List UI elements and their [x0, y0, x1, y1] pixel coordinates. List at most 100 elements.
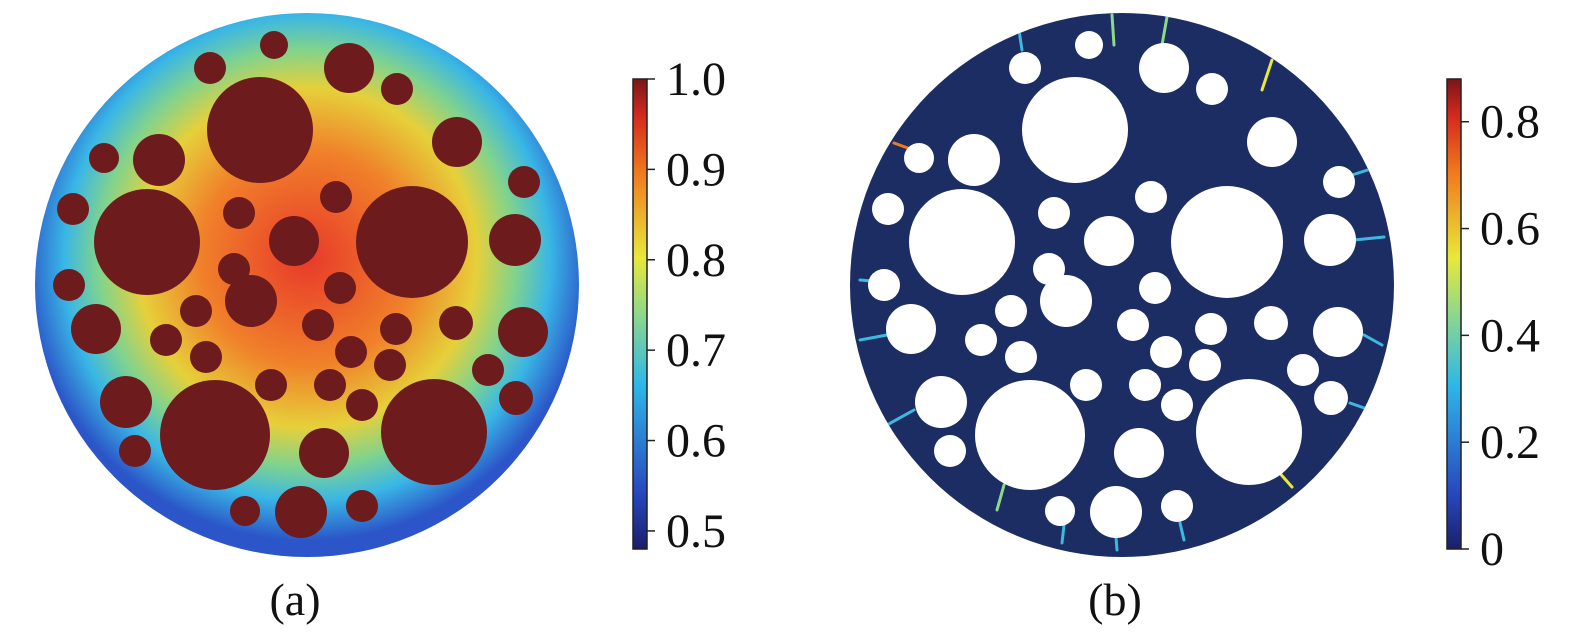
inclusion-b [965, 324, 997, 356]
inclusion-b [868, 269, 900, 301]
crack-line [1110, 13, 1116, 47]
inclusion-a [324, 43, 374, 93]
inclusion-b [1033, 253, 1065, 285]
inclusion-a [119, 435, 151, 467]
inclusion-a [255, 369, 287, 401]
inclusion-a [230, 496, 260, 526]
colorbar-b [1446, 78, 1462, 550]
inclusion-a [71, 304, 121, 354]
inclusion-a [498, 307, 548, 357]
colorbar-tick-label: 0.4 [1480, 309, 1540, 362]
inclusion-a [180, 295, 212, 327]
inclusion-a [374, 349, 406, 381]
inclusion-b [1135, 181, 1167, 213]
crack-line [1352, 235, 1386, 242]
inclusion-a [314, 369, 346, 401]
colorbar-tick-label: 0.8 [1480, 96, 1540, 149]
inclusion-a [53, 269, 85, 301]
inclusion-a [356, 186, 468, 298]
inclusions-a [53, 31, 548, 538]
inclusion-a [194, 52, 226, 84]
inclusion-a [499, 381, 533, 415]
inclusion-b [1195, 313, 1227, 345]
inclusion-a [324, 272, 356, 304]
inclusion-b [1090, 486, 1142, 538]
inclusion-b [1075, 31, 1103, 59]
inclusion-a [489, 214, 541, 266]
inclusion-b [1323, 166, 1355, 198]
inclusion-b [1045, 496, 1075, 526]
colorbar-tick-label: 0.6 [666, 415, 726, 468]
crack-lines-b [858, 13, 1386, 552]
colorbar-ticks-b: 0.8 0.6 0.4 0.2 0 [1461, 96, 1540, 576]
inclusion-b [915, 376, 967, 428]
inclusion-a [225, 275, 277, 327]
inclusion-a [207, 77, 313, 183]
inclusion-b [948, 134, 1000, 186]
inclusion-b [1314, 381, 1348, 415]
inclusion-b [1022, 77, 1128, 183]
inclusion-b [1254, 306, 1288, 340]
panel-a: 1.0 0.9 0.8 0.7 0.6 0.5 (a) [35, 13, 726, 625]
inclusion-a [320, 181, 352, 213]
inclusion-a [260, 31, 288, 59]
inclusion-b [1304, 214, 1356, 266]
inclusion-b [934, 435, 966, 467]
inclusion-b [1196, 73, 1228, 105]
inclusion-a [346, 389, 378, 421]
inclusion-b [904, 143, 934, 173]
inclusion-a [89, 143, 119, 173]
colorbar-tick-label: 1.0 [666, 53, 726, 106]
inclusion-b [1070, 369, 1102, 401]
colorbar-tick-label: 0.2 [1480, 416, 1540, 469]
colorbar-tick-label: 0.6 [1480, 203, 1540, 256]
inclusion-a [432, 117, 482, 167]
inclusion-a [57, 193, 89, 225]
crack-line [1178, 521, 1186, 542]
inclusion-b [1139, 272, 1171, 304]
inclusion-a [381, 73, 413, 105]
crack-line [885, 408, 916, 427]
inclusion-b [1139, 43, 1189, 93]
inclusion-b [975, 380, 1085, 490]
crack-line [1060, 523, 1066, 545]
inclusion-b [1171, 186, 1283, 298]
colorbar-tick-label: 0.9 [666, 143, 726, 196]
colorbar-tick-label: 0 [1480, 523, 1504, 576]
inclusion-b [1150, 336, 1182, 368]
crack-line [1160, 15, 1169, 47]
inclusion-a [299, 428, 349, 478]
inclusion-b [1009, 52, 1041, 84]
inclusion-a [302, 309, 334, 341]
inclusion-b [1247, 117, 1297, 167]
inclusion-b [1287, 354, 1319, 386]
panel-b: 0.8 0.6 0.4 0.2 0 (b) [850, 13, 1540, 625]
inclusion-b [1161, 389, 1193, 421]
inclusion-a [94, 189, 200, 295]
colorbar-tick-label: 0.8 [666, 234, 726, 287]
inclusion-a [439, 306, 473, 340]
inclusion-a [190, 341, 222, 373]
inclusion-a [160, 380, 270, 490]
crack-line [858, 333, 889, 342]
inclusion-a [335, 336, 367, 368]
crack-line [1362, 333, 1384, 347]
crack-line [1260, 58, 1274, 92]
inclusion-b [909, 189, 1015, 295]
inclusion-a [218, 253, 250, 285]
inclusion-a [381, 379, 487, 485]
inclusion-a [346, 490, 378, 522]
inclusion-b [1005, 341, 1037, 373]
inclusion-b [1117, 309, 1149, 341]
inclusion-a [472, 354, 504, 386]
crack-line [1114, 535, 1119, 552]
inclusion-a [100, 376, 152, 428]
inclusion-a [223, 197, 255, 229]
crack-line [995, 483, 1006, 512]
inclusion-b [995, 295, 1027, 327]
inclusion-a [508, 166, 540, 198]
inclusion-b [886, 304, 936, 354]
inclusion-b [872, 193, 904, 225]
inclusion-a [269, 216, 319, 266]
caption-b: (b) [1088, 574, 1142, 625]
